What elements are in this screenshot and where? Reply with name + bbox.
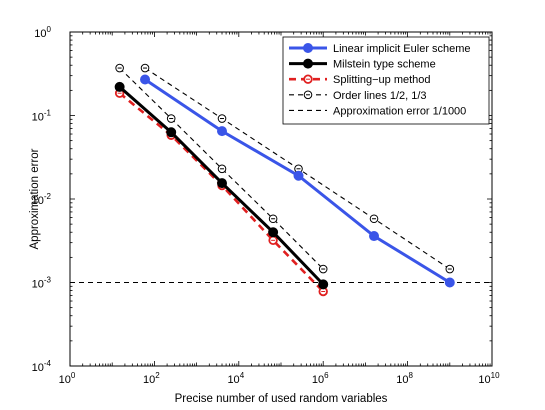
- data-point: [140, 74, 151, 85]
- y-tick-label: 10-1: [32, 109, 52, 124]
- x-tick-exponent: 10: [491, 371, 500, 380]
- data-point: [268, 227, 279, 238]
- y-axis-label: Approximation error: [29, 148, 41, 249]
- x-tick-exponent: 8: [408, 371, 413, 380]
- y-tick-label: 10-4: [32, 359, 52, 374]
- legend-marker: [303, 58, 313, 69]
- x-tick-label: 1010: [478, 371, 500, 386]
- x-tick-exponent: 2: [155, 371, 160, 380]
- x-tick-label: 108: [396, 371, 413, 386]
- data-point: [166, 127, 177, 138]
- legend: Linear implicit Euler scheme Milstein typ…: [282, 36, 490, 125]
- legend-label: Approximation error 1/1000: [333, 105, 466, 117]
- x-tick-label: 102: [143, 371, 160, 386]
- x-tick-exponent: 0: [71, 371, 76, 380]
- data-point: [114, 81, 125, 92]
- data-point: [318, 279, 329, 290]
- x-tick-label: 100: [59, 371, 76, 386]
- data-point: [444, 277, 455, 288]
- data-point: [293, 170, 304, 181]
- data-point: [217, 126, 228, 137]
- series-line: [119, 67, 324, 270]
- y-tick-exponent: -3: [44, 276, 52, 285]
- plot-marks: [70, 63, 492, 297]
- x-tick-exponent: 4: [240, 371, 245, 380]
- y-tick-exponent: 0: [47, 25, 52, 34]
- legend-label: Order lines 1/2, 1/3: [333, 90, 427, 102]
- x-axis-label: Precise number of used random variables: [175, 393, 388, 405]
- x-tick-label: 106: [312, 371, 329, 386]
- legend-label: Milstein type scheme: [333, 59, 436, 71]
- y-tick-exponent: -2: [44, 192, 52, 201]
- y-tick-label: 100: [34, 25, 51, 40]
- legend-box: [282, 36, 490, 125]
- x-tick-label: 104: [227, 371, 244, 386]
- legend-label: Splitting−up method: [333, 74, 431, 86]
- data-point: [217, 178, 228, 189]
- x-tick-exponent: 6: [324, 371, 329, 380]
- y-tick-exponent: -1: [44, 109, 52, 118]
- y-tick-exponent: -4: [44, 359, 52, 368]
- data-point: [369, 231, 380, 242]
- legend-label: Linear implicit Euler scheme: [333, 43, 471, 55]
- legend-marker: [303, 43, 313, 53]
- y-tick-label: 10-3: [32, 276, 52, 291]
